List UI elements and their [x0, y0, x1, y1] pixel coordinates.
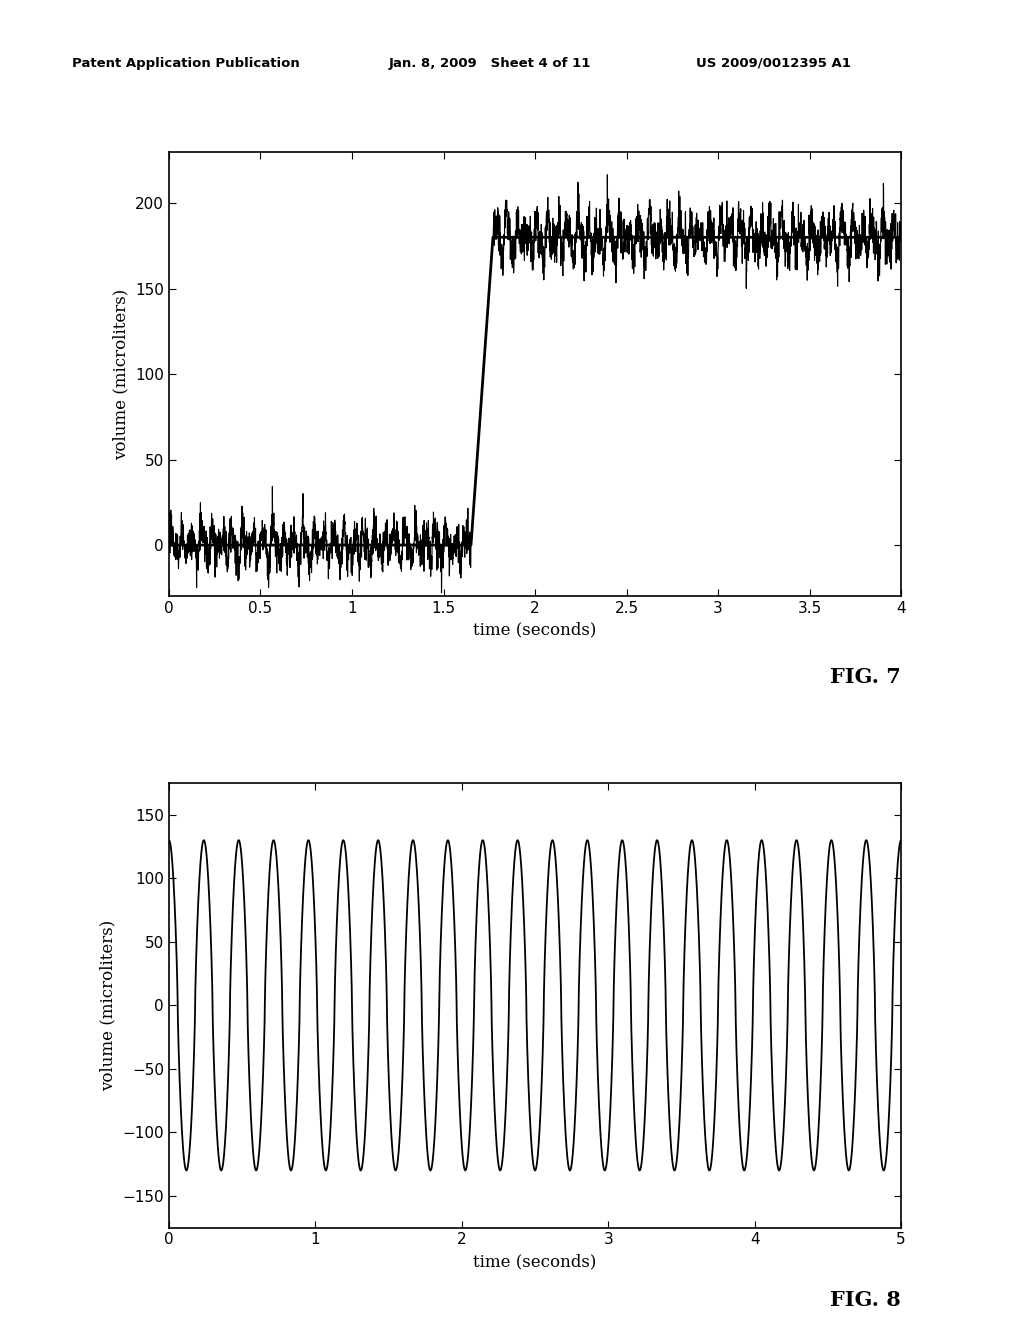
Text: US 2009/0012395 A1: US 2009/0012395 A1: [696, 57, 851, 70]
X-axis label: time (seconds): time (seconds): [473, 622, 597, 639]
Y-axis label: volume (microliters): volume (microliters): [100, 920, 117, 1090]
Text: Patent Application Publication: Patent Application Publication: [72, 57, 299, 70]
Y-axis label: volume (microliters): volume (microliters): [113, 289, 130, 459]
Text: FIG. 8: FIG. 8: [830, 1290, 901, 1309]
Text: Jan. 8, 2009   Sheet 4 of 11: Jan. 8, 2009 Sheet 4 of 11: [389, 57, 592, 70]
X-axis label: time (seconds): time (seconds): [473, 1253, 597, 1270]
Text: FIG. 7: FIG. 7: [830, 668, 901, 688]
